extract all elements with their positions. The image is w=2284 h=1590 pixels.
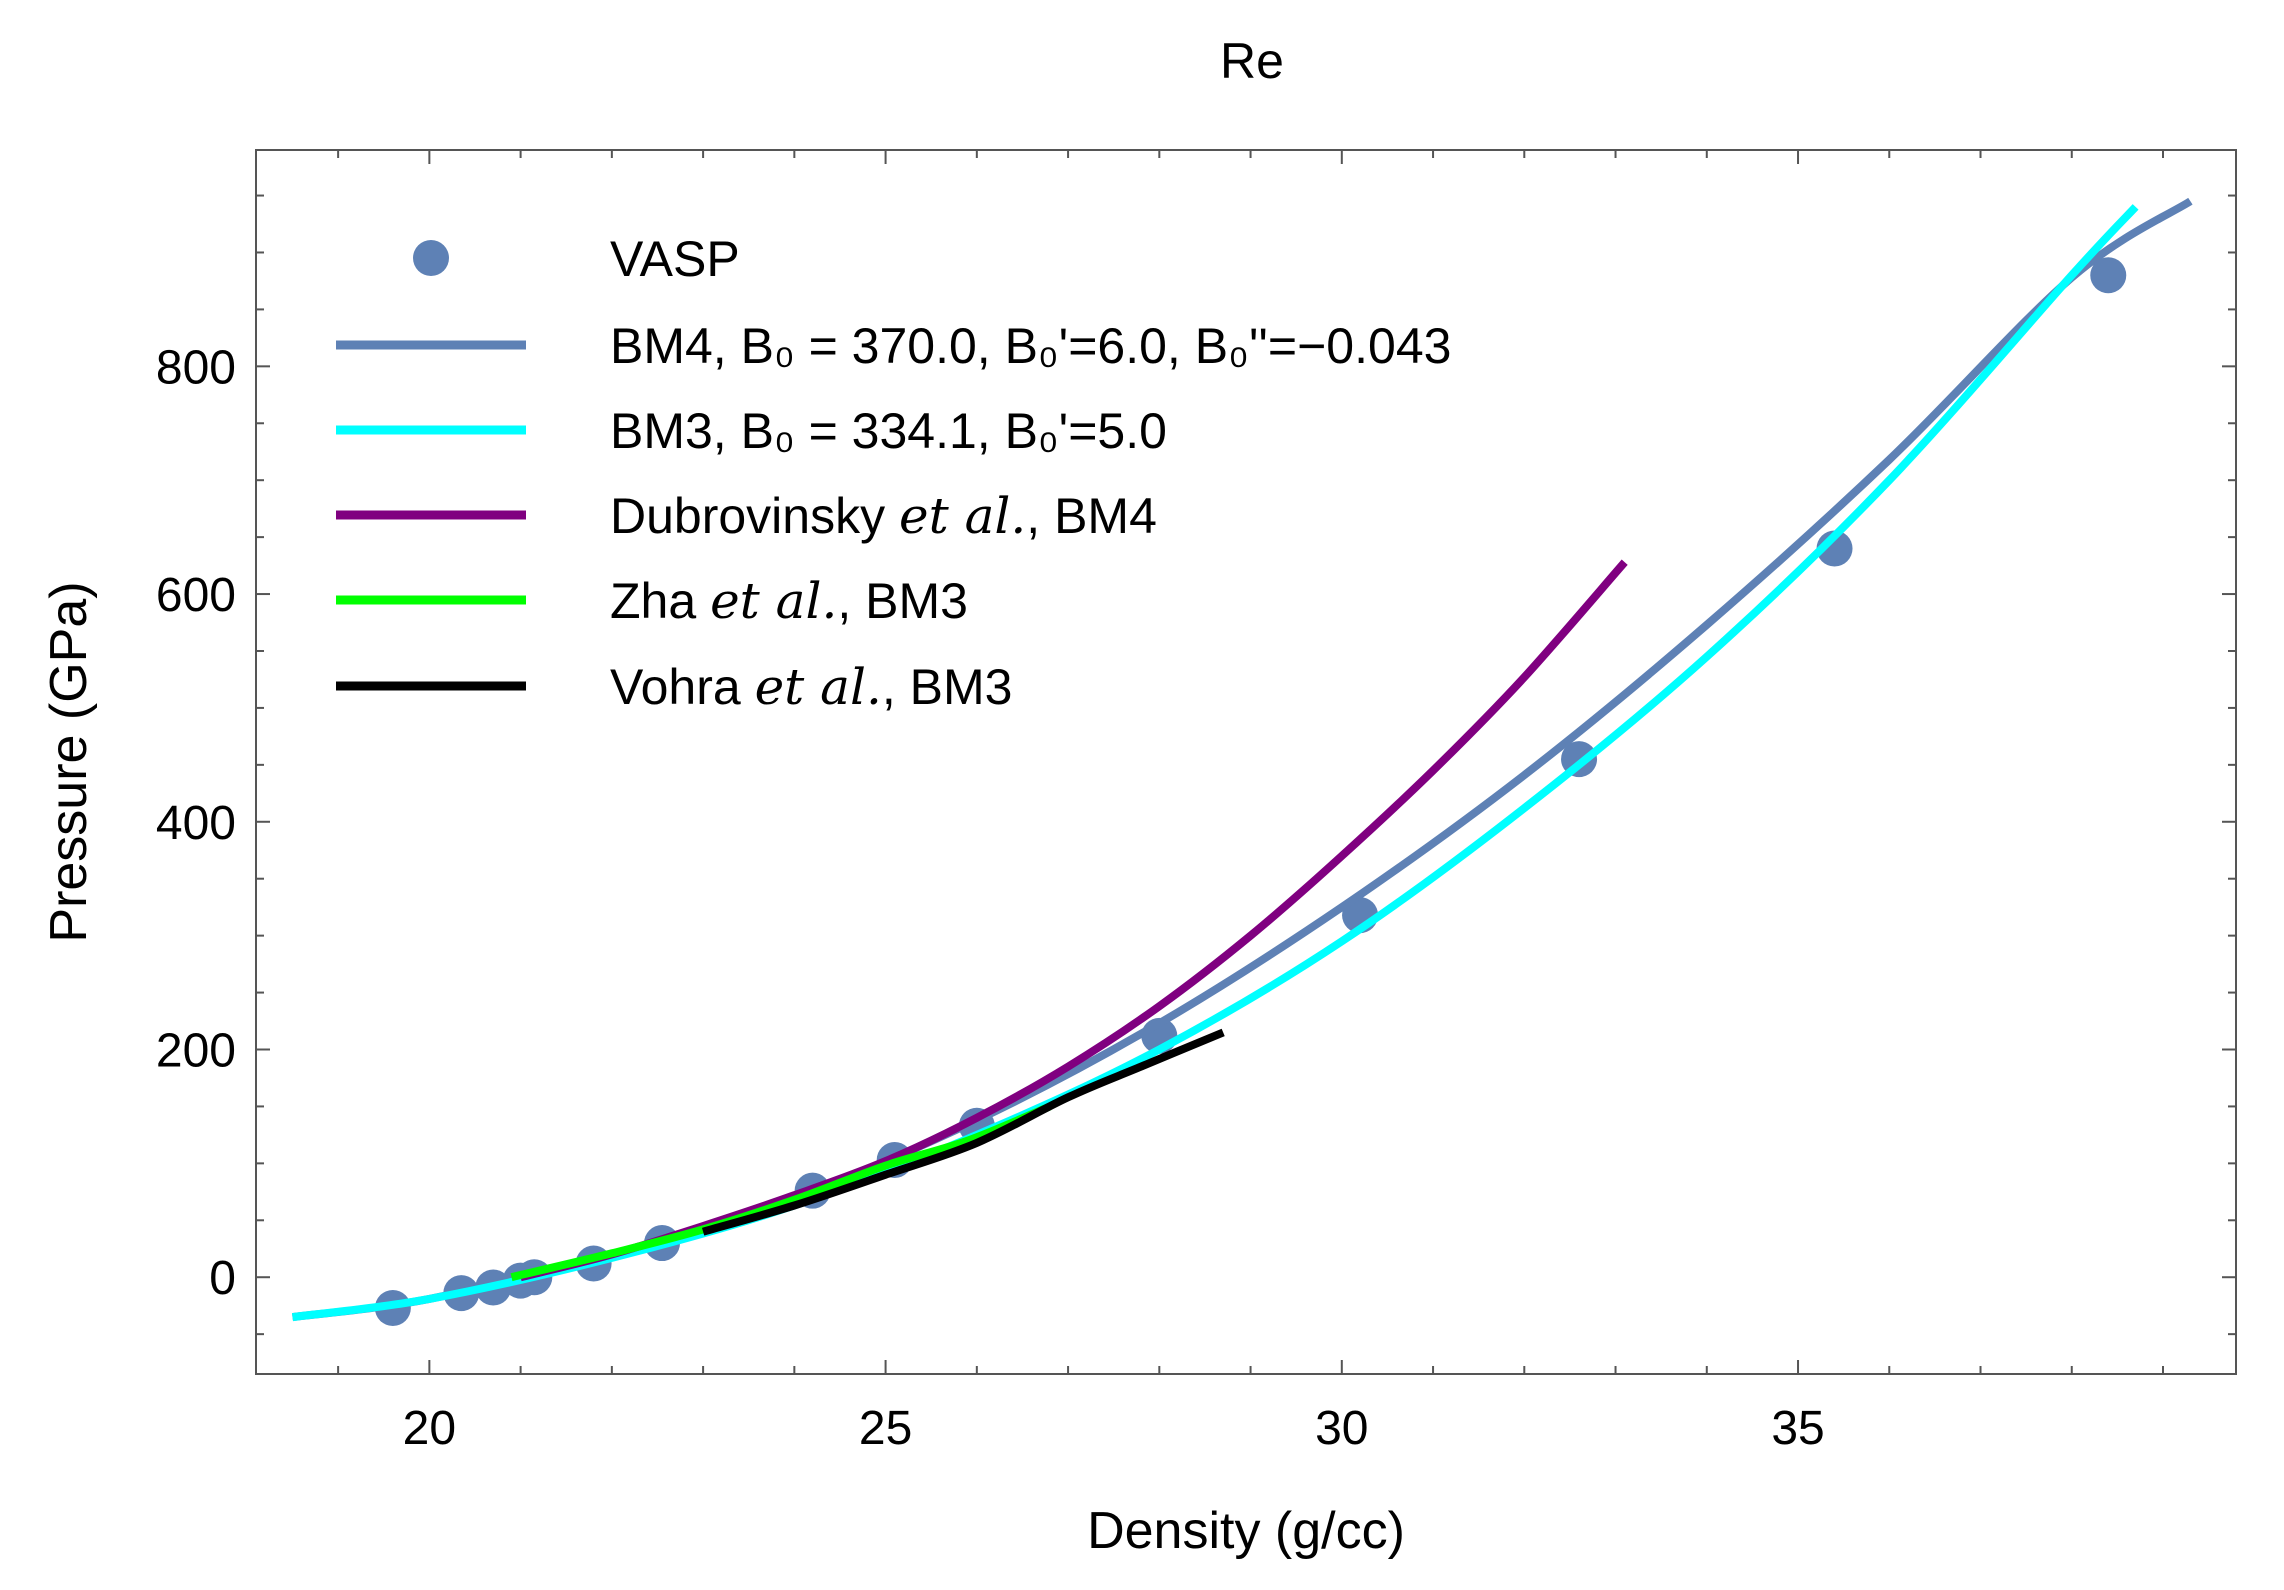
legend-label-zha-et-al-bm3: Zha et al., BM3 <box>610 572 968 630</box>
y-tick-label: 0 <box>209 1252 236 1305</box>
x-tick-label: 25 <box>859 1402 912 1455</box>
legend-label-bm3: BM3, B₀ = 334.1, B₀'=5.0 <box>610 403 1167 459</box>
legend-label-bm4: BM4, B₀ = 370.0, B₀'=6.0, B₀''=−0.043 <box>610 318 1451 374</box>
legend-symbol-vasp <box>413 240 449 276</box>
axis-ticks: 20 25 30 35 0 200 400 600 800 <box>156 150 2236 1455</box>
plot-frame <box>255 149 2237 1375</box>
x-tick-label: 35 <box>1771 1402 1824 1455</box>
chart-title: Re <box>1220 33 1284 89</box>
y-axis-label: Pressure (GPa) <box>40 581 98 942</box>
legend-label-text: Zha <box>610 573 710 629</box>
legend-label-text: Dubrovinsky <box>610 488 899 544</box>
data-point-vasp <box>2090 257 2127 294</box>
x-tick-label: 30 <box>1315 1402 1368 1455</box>
y-tick-label: 800 <box>156 341 236 394</box>
legend-label-text: , BM3 <box>882 659 1013 715</box>
series-line-vohra-et-al-bm3 <box>701 1028 1225 1236</box>
series-line-zha-et-al-bm3 <box>510 1102 1052 1282</box>
legend-label-vasp: VASP <box>610 231 740 287</box>
legend-label-italic: et al. <box>710 572 837 630</box>
y-tick-label: 200 <box>156 1024 236 1077</box>
legend-label-text: Vohra <box>610 659 755 715</box>
legend-label-text: , BM4 <box>1026 488 1157 544</box>
series-group <box>291 197 2193 1326</box>
legend-label-vohra-et-al-bm3: Vohra et al., BM3 <box>610 658 1012 716</box>
legend: VASP BM4, B₀ = 370.0, B₀'=6.0, B₀''=−0.04… <box>336 231 1451 716</box>
y-tick-label: 600 <box>156 569 236 622</box>
x-axis-label: Density (g/cc) <box>1087 1502 1405 1560</box>
legend-label-italic: et al. <box>755 658 882 716</box>
y-tick-label: 400 <box>156 797 236 850</box>
legend-label-text: VASP <box>610 231 740 287</box>
legend-label-text: , BM3 <box>837 573 968 629</box>
legend-label-text: BM3, B₀ = 334.1, B₀'=5.0 <box>610 403 1167 459</box>
legend-label-text: BM4, B₀ = 370.0, B₀'=6.0, B₀''=−0.043 <box>610 318 1451 374</box>
legend-label-dubrovinsky-et-al-bm4: Dubrovinsky et al., BM4 <box>610 487 1157 545</box>
legend-label-italic: et al. <box>899 487 1026 545</box>
x-tick-label: 20 <box>403 1402 456 1455</box>
